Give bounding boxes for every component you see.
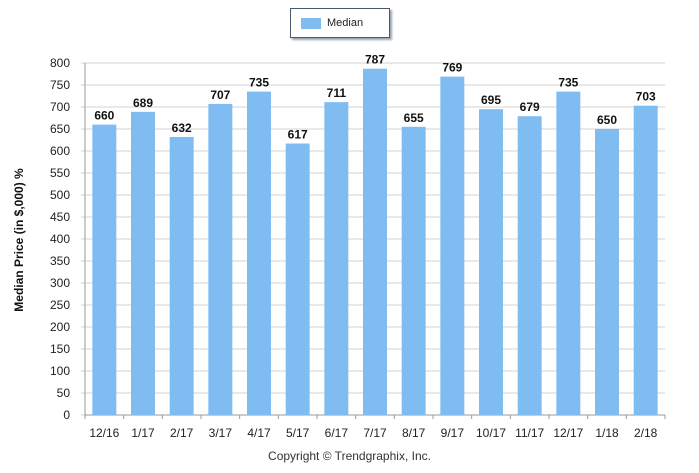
y-tick-label: 400 bbox=[50, 232, 70, 246]
y-tick-label: 600 bbox=[50, 144, 70, 158]
bar bbox=[595, 129, 619, 415]
bar bbox=[92, 124, 117, 415]
data-label: 650 bbox=[597, 113, 617, 127]
bar bbox=[285, 143, 310, 415]
bar bbox=[363, 68, 387, 415]
bar bbox=[169, 136, 194, 416]
bar bbox=[324, 102, 349, 415]
y-tick-label: 650 bbox=[50, 122, 70, 136]
x-tick-label: 9/17 bbox=[441, 426, 465, 440]
data-label: 617 bbox=[288, 128, 308, 142]
bar bbox=[247, 91, 271, 415]
x-tick-label: 10/17 bbox=[476, 426, 506, 440]
data-label: 735 bbox=[558, 76, 578, 90]
y-tick-label: 0 bbox=[63, 408, 70, 422]
data-label: 711 bbox=[327, 86, 347, 100]
y-tick-label: 300 bbox=[50, 276, 70, 290]
y-tick-label: 350 bbox=[50, 254, 70, 268]
x-tick-label: 12/17 bbox=[553, 426, 583, 440]
y-tick-label: 450 bbox=[50, 210, 70, 224]
x-tick-label: 5/17 bbox=[286, 426, 310, 440]
bar bbox=[479, 109, 503, 415]
bar bbox=[556, 91, 581, 415]
data-label: 787 bbox=[365, 53, 385, 67]
data-label: 707 bbox=[210, 88, 230, 102]
legend-label-median: Median bbox=[327, 17, 364, 29]
y-tick-label: 150 bbox=[50, 342, 70, 356]
data-label: 660 bbox=[94, 109, 114, 123]
data-label: 769 bbox=[442, 61, 462, 75]
data-label: 632 bbox=[172, 121, 192, 135]
data-label: 735 bbox=[249, 76, 269, 90]
bar bbox=[131, 111, 155, 415]
bar bbox=[440, 76, 465, 415]
y-tick-label: 800 bbox=[50, 56, 70, 70]
y-tick-label: 500 bbox=[50, 188, 70, 202]
x-tick-label: 8/17 bbox=[402, 426, 426, 440]
y-tick-label: 200 bbox=[50, 320, 70, 334]
y-tick-label: 700 bbox=[50, 100, 70, 114]
x-tick-label: 4/17 bbox=[247, 426, 271, 440]
data-label: 695 bbox=[481, 93, 501, 107]
x-tick-label: 7/17 bbox=[363, 426, 387, 440]
x-tick-label: 2/18 bbox=[634, 426, 658, 440]
bar bbox=[208, 103, 233, 416]
x-tick-label: 11/17 bbox=[515, 426, 544, 440]
y-tick-label: 550 bbox=[50, 166, 70, 180]
y-tick-label: 750 bbox=[50, 78, 70, 92]
data-label: 655 bbox=[404, 111, 424, 125]
copyright: Copyright © Trendgraphix, Inc. bbox=[268, 449, 431, 463]
bar bbox=[401, 126, 426, 416]
x-tick-label: 12/16 bbox=[89, 426, 119, 440]
x-tick-label: 1/18 bbox=[595, 426, 619, 440]
legend: Median bbox=[290, 8, 390, 38]
y-tick-label: 250 bbox=[50, 298, 70, 312]
legend-swatch-median bbox=[301, 17, 321, 29]
x-tick-label: 2/17 bbox=[170, 426, 194, 440]
data-label: 703 bbox=[636, 90, 656, 104]
bar bbox=[517, 116, 542, 416]
data-label: 689 bbox=[133, 96, 153, 110]
x-tick-label: 3/17 bbox=[209, 426, 233, 440]
bar bbox=[633, 105, 658, 416]
data-label: 679 bbox=[520, 100, 540, 114]
y-tick-label: 100 bbox=[50, 364, 70, 378]
x-tick-label: 1/17 bbox=[131, 426, 155, 440]
x-tick-label: 6/17 bbox=[325, 426, 349, 440]
y-tick-label: 50 bbox=[57, 386, 71, 400]
